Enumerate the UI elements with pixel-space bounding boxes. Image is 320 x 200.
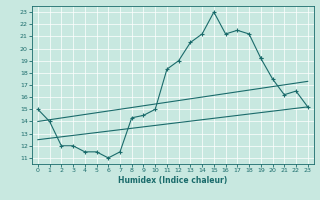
X-axis label: Humidex (Indice chaleur): Humidex (Indice chaleur) xyxy=(118,176,228,185)
